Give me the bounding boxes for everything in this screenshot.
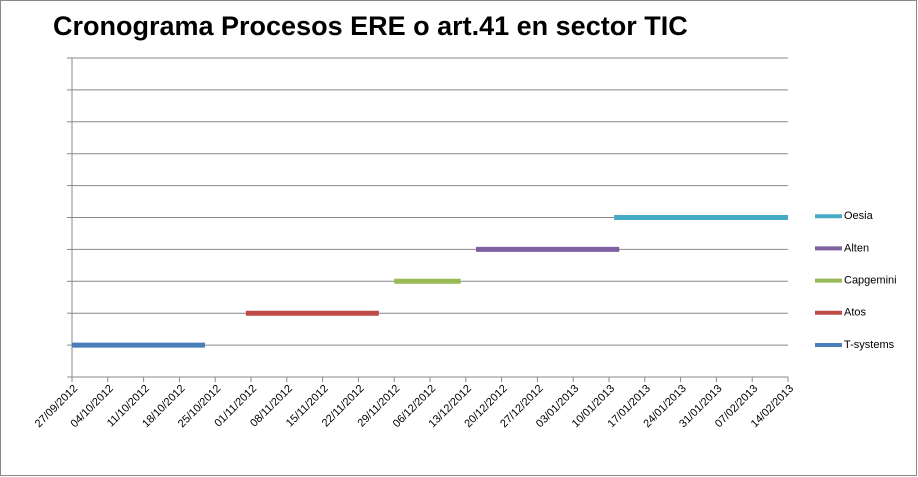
legend-label: Oesia [844,210,874,222]
legend-label: Capgemini [844,275,897,287]
legend-label: T-systems [844,339,895,351]
legend-label: Alten [844,242,869,254]
legend-label: Atos [844,307,867,319]
chart-title: Cronograma Procesos ERE o art.41 en sect… [53,11,688,41]
